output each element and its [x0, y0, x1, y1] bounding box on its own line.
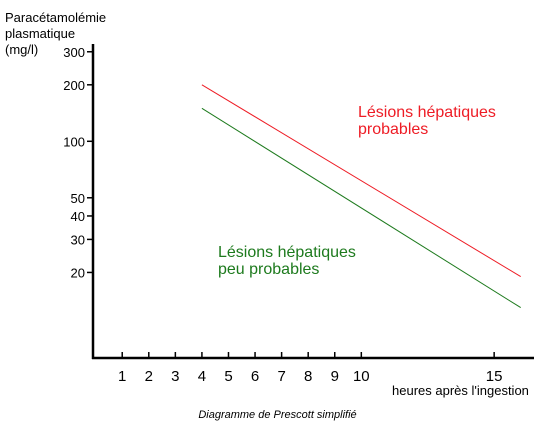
series-line-probable: [201, 84, 521, 278]
x-ticks: 1 2 3 4 5 6 7 8 9 10 15: [118, 352, 502, 385]
x-tick-label: 7: [277, 368, 285, 385]
x-tick-label: 2: [145, 368, 153, 385]
annotation-line: peu probables: [218, 261, 320, 278]
x-tick-label: 10: [353, 368, 370, 385]
series-group: [201, 84, 521, 309]
series-line-unlikely: [201, 107, 521, 309]
y-tick-label: 100: [63, 134, 85, 149]
y-tick-label: 20: [71, 265, 85, 280]
annotation-probable: Lésions hépatiques probables: [358, 104, 496, 138]
annotation-line: Lésions hépatiques: [358, 104, 496, 121]
annotation-unlikely: Lésions hépatiques peu probables: [218, 244, 356, 278]
y-tick-label: 300: [63, 45, 85, 60]
chart-caption: Diagramme de Prescott simplifié: [198, 409, 357, 421]
annotation-line: probables: [358, 121, 429, 138]
x-tick-label: 8: [304, 368, 312, 385]
y-tick-label: 40: [71, 209, 85, 224]
x-tick-label: 6: [251, 368, 259, 385]
y-ticks: 20 30 40 50 100 200 300: [63, 45, 93, 280]
x-tick-label: 9: [331, 368, 339, 385]
x-tick-label: 15: [486, 368, 503, 385]
y-tick-label: 200: [63, 78, 85, 93]
x-tick-label: 4: [198, 368, 206, 385]
y-axis-label-line: Paracétamolémie: [5, 10, 107, 25]
x-tick-label: 1: [118, 368, 126, 385]
y-axis-label: Paracétamolémie plasmatique (mg/l): [5, 10, 106, 58]
y-axis-label-line: (mg/l): [5, 42, 39, 57]
x-axis-label: heures après l'ingestion: [392, 383, 529, 398]
y-axis-label-line: plasmatique: [5, 26, 76, 41]
x-tick-label: 3: [171, 368, 179, 385]
y-tick-label: 30: [71, 232, 85, 247]
annotation-line: Lésions hépatiques: [218, 244, 356, 261]
y-tick-label: 50: [71, 191, 85, 206]
x-tick-label: 5: [224, 368, 232, 385]
